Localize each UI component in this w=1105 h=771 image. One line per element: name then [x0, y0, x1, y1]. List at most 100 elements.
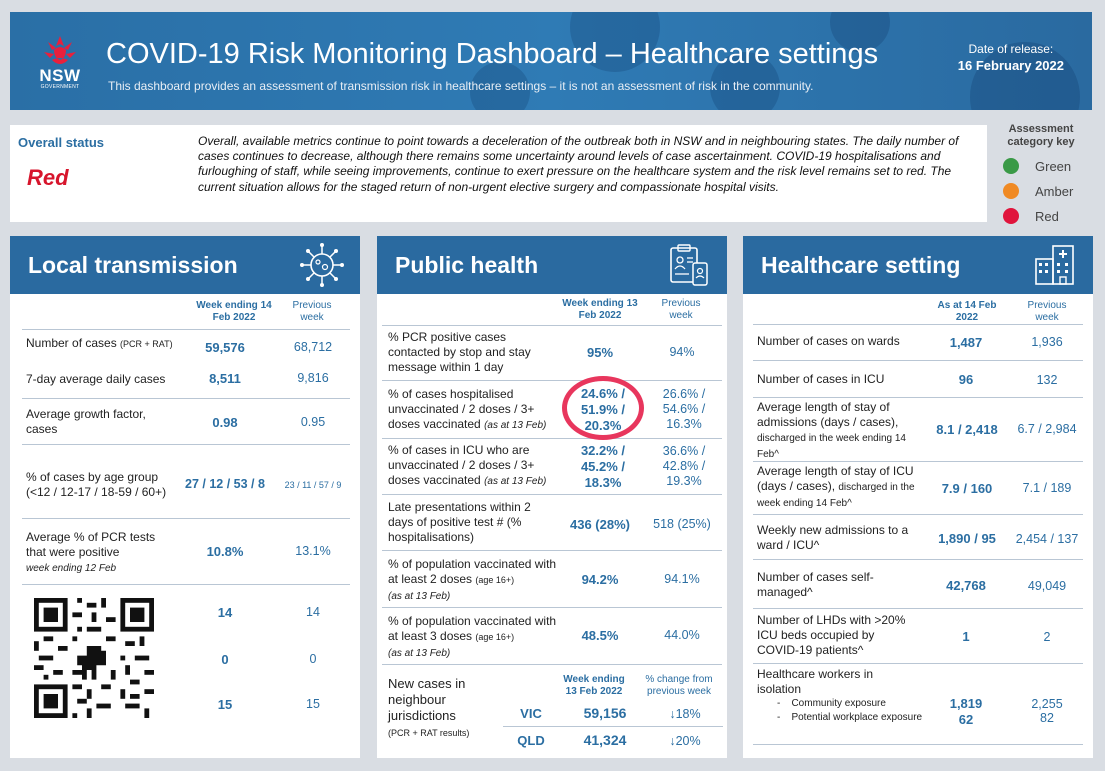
amber-dot-icon — [1003, 183, 1019, 199]
divider — [22, 584, 350, 585]
logo-government: GOVERNMENT — [40, 84, 80, 90]
health-row-prev: 2,454 / 137 — [1015, 532, 1079, 546]
panel-title-text: Public health — [395, 252, 539, 278]
panel-public-health: Public health Week ending 13 Feb 2022 Pr… — [377, 236, 727, 758]
key-item-green: Green — [993, 158, 1089, 174]
local-row-value: 0 — [221, 652, 229, 667]
key-label: Red — [1035, 208, 1059, 224]
public-col1-header: Week ending 13 Feb 2022 — [562, 298, 638, 321]
assessment-key: Assessment category key Green Amber Red — [993, 123, 1089, 224]
health-row-value: 1 — [962, 629, 970, 644]
local-row-value: 8,511 — [209, 371, 241, 386]
page-title: COVID-19 Risk Monitoring Dashboard – Hea… — [106, 38, 879, 70]
key-item-amber: Amber — [993, 183, 1089, 199]
highlight-circle — [562, 376, 644, 440]
local-row-label: Number of cases (PCR + RAT) — [26, 336, 173, 350]
public-row-prev: 518 (25%) — [653, 517, 711, 531]
divider — [753, 559, 1083, 560]
health-col2-header: Previous week — [1027, 300, 1067, 323]
red-dot-icon — [1003, 208, 1019, 224]
nsw-logo: NSW GOVERNMENT — [32, 34, 88, 90]
divider — [382, 380, 722, 381]
neighbour-change: ↓18% — [669, 707, 701, 721]
local-row-value: 0.98 — [212, 415, 238, 430]
public-row-label: % of population vaccinated with at least… — [388, 557, 557, 602]
release-date: 16 February 2022 — [957, 58, 1064, 73]
public-row-prev: 36.6% / 42.8% / 19.3% — [662, 444, 706, 488]
waratah-icon — [38, 34, 82, 68]
health-row-value: 42,768 — [946, 578, 986, 593]
public-row-value: 48.5% — [581, 628, 619, 643]
local-row-prev: 23 / 11 / 57 / 9 — [284, 480, 342, 490]
health-row-label: Number of cases on wards — [757, 334, 900, 348]
health-row-prev: 1,936 — [1031, 335, 1063, 349]
divider — [382, 325, 722, 326]
local-col2-header: Previous week — [292, 300, 332, 323]
local-row-label: 7-day average daily cases — [26, 372, 166, 386]
public-row-value: 436 (28%) — [570, 517, 630, 532]
key-label: Amber — [1035, 183, 1074, 199]
health-row-value: 96 — [958, 372, 974, 387]
health-sub-community: - Community exposure — [777, 698, 886, 709]
clipboard-phone-icon — [670, 244, 708, 286]
local-row-value: 14 — [217, 605, 233, 620]
page-subtitle: This dashboard provides an assessment of… — [108, 79, 814, 93]
divider — [753, 360, 1083, 361]
public-col2-header: Previous week — [661, 298, 701, 321]
public-row-label: % of population vaccinated with at least… — [388, 614, 557, 659]
release-label: Date of release: — [968, 42, 1054, 56]
health-row-label: Weekly new admissions to a ward / ICU^ — [757, 523, 909, 552]
header-banner: NSW GOVERNMENT COVID-19 Risk Monitoring … — [10, 12, 1092, 110]
health-row-prev: 2,255 — [1031, 697, 1063, 711]
divider — [382, 664, 722, 665]
health-row-label: Number of cases self-managed^ — [757, 570, 874, 599]
health-row-value: 1,890 / 95 — [938, 531, 996, 546]
divider — [753, 514, 1083, 515]
release-date-block: Date of release: 16 February 2022 — [958, 42, 1064, 73]
logo-nsw: NSW — [39, 66, 81, 85]
neighbour-change: ↓20% — [669, 734, 701, 748]
divider — [503, 726, 723, 727]
divider — [753, 397, 1083, 398]
panel-healthcare-setting: Healthcare setting As at 14 Feb 2022 Pre… — [743, 236, 1093, 758]
local-row-prev: 0 — [309, 652, 317, 666]
public-row-label: % PCR positive cases contacted by stop a… — [388, 330, 531, 374]
divider — [22, 398, 350, 399]
divider — [22, 518, 350, 519]
neighbour-col2-header: % change from previous week — [645, 674, 713, 697]
divider — [22, 329, 350, 330]
overall-status-text: Overall, available metrics continue to p… — [198, 134, 959, 194]
public-row-label: Late presentations within 2 days of posi… — [388, 500, 531, 544]
local-row-prev: 9,816 — [297, 371, 329, 385]
public-row-value: 95% — [586, 345, 614, 360]
local-row-prev: 15 — [306, 697, 320, 711]
health-row-value: 62 — [958, 712, 974, 727]
qr-code-image[interactable] — [34, 598, 154, 718]
health-col1-header: As at 14 Feb 2022 — [937, 300, 997, 323]
public-row-prev: 94% — [669, 345, 695, 359]
panel-title-text: Healthcare setting — [761, 252, 961, 278]
green-dot-icon — [1003, 158, 1019, 174]
health-row-label: Average length of stay of ICU (days / ca… — [757, 464, 915, 509]
health-row-value: 1,819 — [949, 696, 983, 711]
health-row-prev: 7.1 / 189 — [1022, 481, 1072, 495]
neighbour-value: 41,324 — [583, 732, 627, 748]
local-row-value: 59,576 — [205, 340, 245, 355]
neighbour-label: New cases in neighbour jurisdictions — [388, 676, 466, 723]
overall-status-value: Red — [27, 165, 69, 190]
panel-title: Public health — [377, 236, 727, 294]
neighbour-state: VIC — [520, 706, 542, 721]
divider — [753, 324, 1083, 325]
panel-local-transmission: Local transmission Week ending 14 Feb 20… — [10, 236, 360, 758]
public-row-prev: 26.6% / 54.6% / 16.3% — [662, 387, 706, 431]
local-row-label: Average % of PCR tests that were positiv… — [26, 530, 156, 574]
local-row-value: 15 — [217, 697, 233, 712]
public-row-value: 94.2% — [581, 572, 619, 587]
health-row-label: Number of cases in ICU — [757, 372, 885, 386]
public-row-prev: 44.0% — [664, 628, 700, 642]
local-row-prev: 68,712 — [293, 340, 333, 354]
health-row-prev: 6.7 / 2,984 — [1017, 422, 1077, 436]
local-row-prev: 0.95 — [300, 415, 326, 429]
health-row-label: Number of LHDs with >20% ICU beds occupi… — [757, 613, 906, 657]
public-row-value: 32.2% / 45.2% / 18.3% — [580, 443, 626, 490]
